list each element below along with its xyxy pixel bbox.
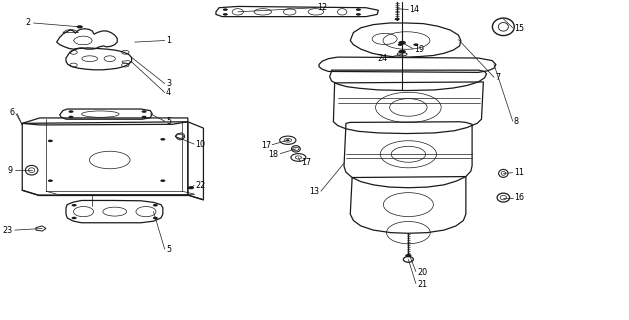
Circle shape	[48, 140, 53, 142]
Circle shape	[394, 18, 399, 20]
Circle shape	[48, 180, 53, 182]
Circle shape	[356, 13, 361, 16]
Circle shape	[142, 110, 147, 113]
Circle shape	[160, 138, 165, 140]
Text: 12: 12	[317, 3, 327, 12]
Text: 2: 2	[25, 19, 30, 28]
Text: 17: 17	[261, 141, 271, 150]
Text: 5: 5	[166, 116, 171, 126]
Text: 11: 11	[514, 168, 524, 177]
Text: 20: 20	[417, 268, 427, 277]
Text: 18: 18	[269, 150, 279, 159]
Circle shape	[160, 180, 165, 182]
Circle shape	[153, 217, 158, 219]
Circle shape	[69, 110, 74, 113]
Circle shape	[223, 13, 228, 16]
Text: 13: 13	[309, 188, 319, 196]
Text: 8: 8	[514, 117, 519, 126]
Circle shape	[188, 186, 194, 189]
Text: 4: 4	[166, 88, 171, 97]
Circle shape	[398, 44, 403, 46]
Text: 16: 16	[514, 193, 524, 202]
Text: 5: 5	[166, 245, 171, 254]
Text: 21: 21	[417, 280, 427, 289]
Text: 23: 23	[3, 226, 13, 235]
Text: 10: 10	[196, 140, 205, 148]
Circle shape	[142, 116, 147, 118]
Text: 1: 1	[166, 36, 171, 45]
Text: 15: 15	[514, 24, 524, 33]
Circle shape	[223, 8, 228, 11]
Text: 19: 19	[414, 44, 424, 54]
Circle shape	[398, 50, 406, 53]
Text: 9: 9	[8, 166, 13, 175]
Circle shape	[286, 139, 290, 141]
Text: 17: 17	[301, 158, 311, 167]
Circle shape	[72, 204, 77, 206]
Circle shape	[356, 8, 361, 11]
Text: 14: 14	[409, 5, 420, 14]
Circle shape	[405, 254, 411, 257]
Circle shape	[72, 217, 77, 219]
Text: 6: 6	[10, 108, 14, 117]
Text: 3: 3	[166, 79, 171, 88]
Circle shape	[153, 204, 158, 206]
Text: 7: 7	[495, 73, 500, 82]
Circle shape	[413, 44, 418, 46]
Text: 22: 22	[196, 181, 206, 190]
Text: 24: 24	[377, 53, 387, 62]
Circle shape	[77, 25, 83, 28]
Circle shape	[398, 41, 406, 45]
Circle shape	[69, 116, 74, 118]
